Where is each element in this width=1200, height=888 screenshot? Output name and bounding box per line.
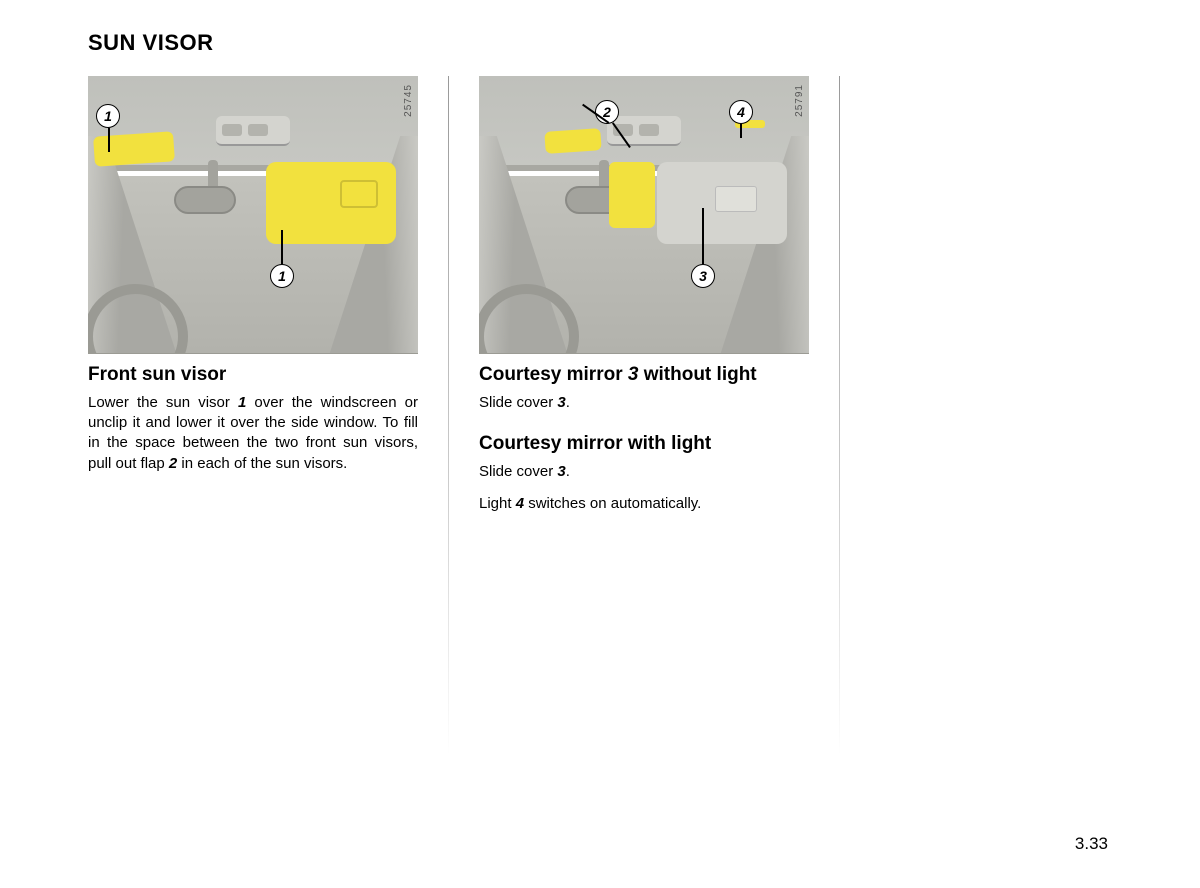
heading-mirror-no-light: Courtesy mirror 3 without light: [479, 364, 809, 387]
column-1: 25745 1 1 Front sun visor Lower the sun …: [88, 76, 418, 756]
figure-2: 25791 2 4 3: [479, 76, 809, 354]
column-divider-2: [839, 76, 840, 756]
column-divider: [448, 76, 449, 756]
callout-1b: 1: [270, 264, 294, 288]
column-2: 25791 2 4 3 Courtesy mirror 3 without: [479, 76, 809, 756]
body-mirror-light-1: Slide cover 3.: [479, 462, 809, 482]
callout-2: 2: [595, 100, 619, 124]
callout-1a: 1: [96, 104, 120, 128]
text-fragment: without light: [638, 364, 756, 385]
page-title: SUN VISOR: [88, 30, 1112, 56]
text-fragment: .: [566, 394, 570, 411]
text-fragment: .: [566, 463, 570, 480]
text-fragment: switches on automatically.: [524, 495, 701, 512]
figure-2-code: 25791: [794, 84, 805, 117]
section-front-visor: Front sun visor Lower the sun visor 1 ov…: [88, 364, 418, 474]
body-mirror-no-light: Slide cover 3.: [479, 393, 809, 413]
text-fragment: Slide cover: [479, 463, 557, 480]
ref-number: 3: [557, 463, 565, 480]
body-mirror-light-2: Light 4 switches on automatically.: [479, 494, 809, 514]
callout-label: 4: [729, 100, 753, 124]
content-columns: 25745 1 1 Front sun visor Lower the sun …: [88, 76, 1112, 756]
callout-label: 3: [691, 264, 715, 288]
figure-1-image: [88, 76, 418, 354]
ref-number: 2: [169, 455, 177, 472]
manual-page: SUN VISOR 25745: [0, 0, 1200, 888]
callout-label: 1: [270, 264, 294, 288]
text-fragment: Light: [479, 495, 516, 512]
text-fragment: Lower the sun visor: [88, 394, 238, 411]
text-fragment: Slide cover: [479, 394, 557, 411]
ref-number: 4: [516, 495, 524, 512]
callout-label: 1: [96, 104, 120, 128]
figure-1-code: 25745: [403, 84, 414, 117]
callout-4: 4: [729, 100, 753, 124]
figure-2-image: [479, 76, 809, 354]
ref-number: 3: [557, 394, 565, 411]
text-fragment: Courtesy mirror: [479, 364, 628, 385]
text-fragment: in each of the sun visors.: [177, 455, 347, 472]
body-front-visor: Lower the sun visor 1 over the wind­scre…: [88, 393, 418, 474]
heading-mirror-light: Courtesy mirror with light: [479, 433, 809, 456]
heading-front-visor: Front sun visor: [88, 364, 418, 387]
section-mirror-no-light: Courtesy mirror 3 without light Slide co…: [479, 364, 809, 413]
ref-number: 3: [628, 364, 639, 385]
figure-1: 25745 1 1: [88, 76, 418, 354]
callout-3: 3: [691, 264, 715, 288]
page-number: 3.33: [1075, 834, 1108, 854]
section-mirror-light: Courtesy mirror with light Slide cover 3…: [479, 433, 809, 514]
